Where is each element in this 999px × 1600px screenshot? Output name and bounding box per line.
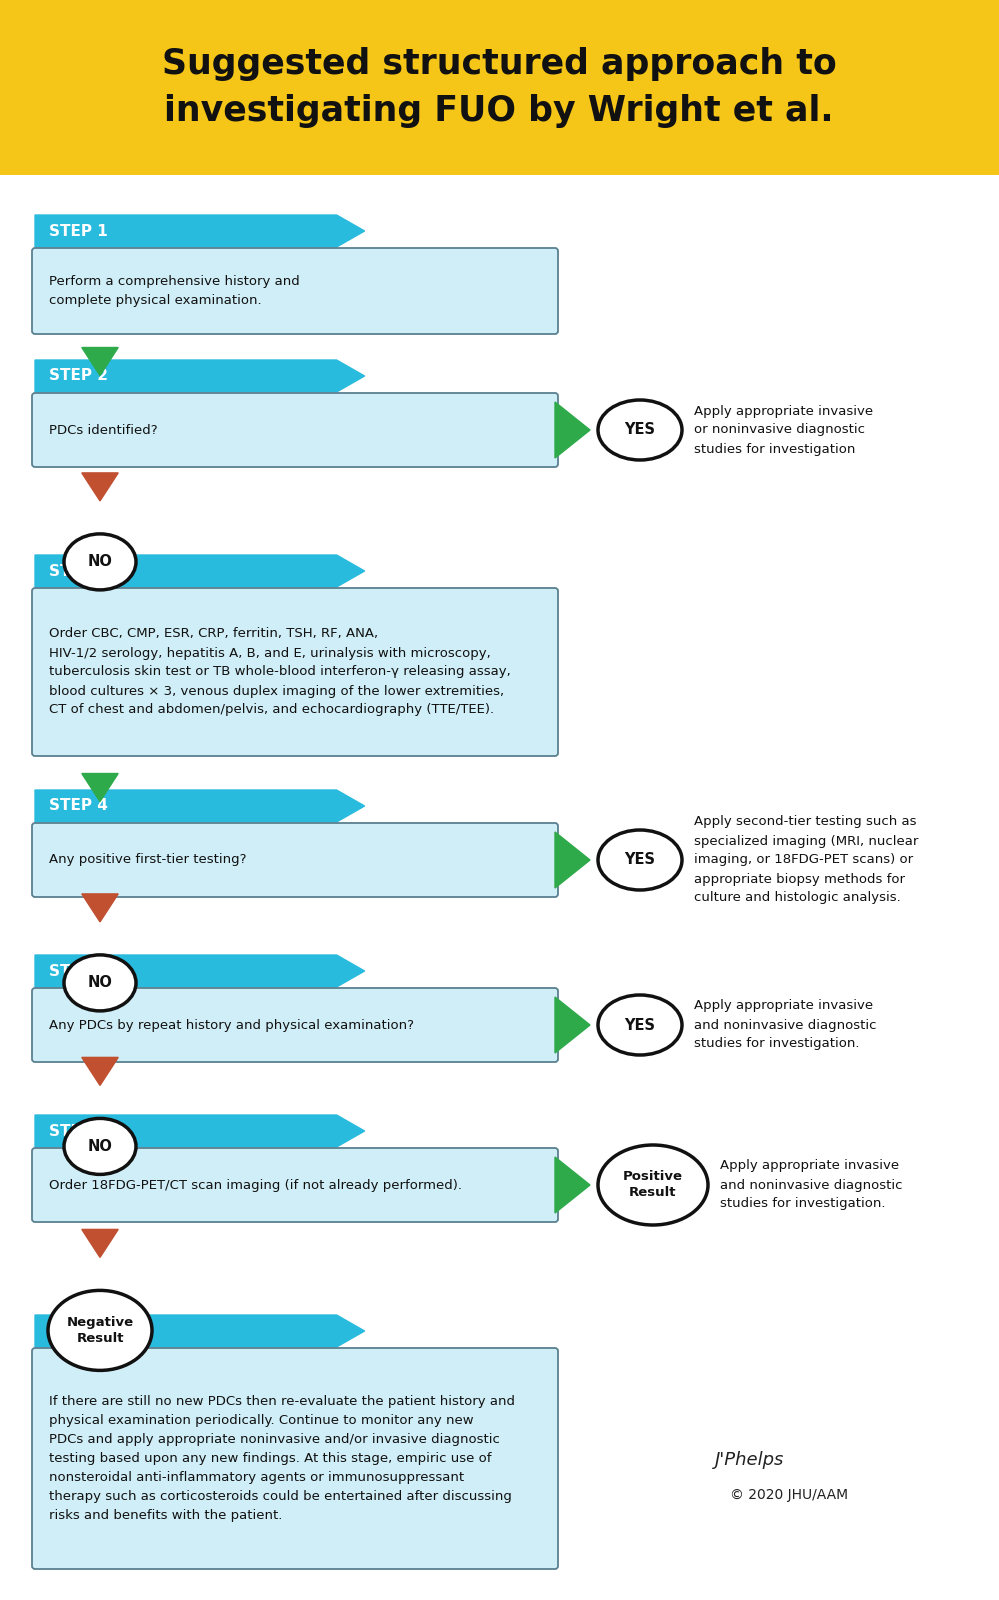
Text: STEP 3: STEP 3 (49, 563, 108, 579)
Bar (0, 0, 999, 174)
Polygon shape (35, 214, 365, 246)
Text: STEP 2: STEP 2 (49, 368, 108, 384)
Polygon shape (35, 555, 365, 587)
Polygon shape (82, 1229, 118, 1258)
Polygon shape (35, 360, 365, 392)
Text: © 2020 JHU/AAM: © 2020 JHU/AAM (730, 1488, 848, 1502)
FancyBboxPatch shape (32, 587, 558, 757)
Ellipse shape (598, 1146, 708, 1226)
Ellipse shape (64, 1118, 136, 1174)
Text: Negative
Result: Negative Result (67, 1315, 134, 1346)
Polygon shape (555, 832, 590, 888)
Ellipse shape (598, 995, 682, 1054)
Polygon shape (82, 347, 118, 376)
Text: If there are still no new PDCs then re-evaluate the patient history and
physical: If there are still no new PDCs then re-e… (49, 1395, 515, 1522)
Ellipse shape (48, 1290, 152, 1370)
Polygon shape (82, 474, 118, 501)
Text: Any positive first-tier testing?: Any positive first-tier testing? (49, 853, 247, 867)
Ellipse shape (598, 830, 682, 890)
Text: Any PDCs by repeat history and physical examination?: Any PDCs by repeat history and physical … (49, 1019, 414, 1032)
Ellipse shape (64, 955, 136, 1011)
Polygon shape (35, 1115, 365, 1147)
Text: Order CBC, CMP, ESR, CRP, ferritin, TSH, RF, ANA,
HIV-1/2 serology, hepatitis A,: Order CBC, CMP, ESR, CRP, ferritin, TSH,… (49, 627, 510, 717)
Polygon shape (555, 402, 590, 458)
FancyBboxPatch shape (32, 248, 558, 334)
Ellipse shape (598, 400, 682, 461)
Text: Suggested structured approach to
investigating FUO by Wright et al.: Suggested structured approach to investi… (162, 46, 836, 128)
Text: STEP 4: STEP 4 (49, 798, 108, 813)
Text: YES: YES (624, 1018, 655, 1032)
Text: Apply appropriate invasive
and noninvasive diagnostic
studies for investigation.: Apply appropriate invasive and noninvasi… (694, 1000, 876, 1051)
Polygon shape (82, 773, 118, 802)
Text: Apply appropriate invasive
or noninvasive diagnostic
studies for investigation: Apply appropriate invasive or noninvasiv… (694, 405, 873, 456)
Polygon shape (35, 955, 365, 987)
Polygon shape (82, 894, 118, 922)
Text: STEP 1: STEP 1 (49, 224, 108, 238)
Text: YES: YES (624, 853, 655, 867)
Text: NO: NO (88, 555, 113, 570)
Text: STEP 5: STEP 5 (49, 963, 108, 979)
FancyBboxPatch shape (32, 987, 558, 1062)
Polygon shape (555, 1157, 590, 1213)
Polygon shape (35, 1315, 365, 1347)
Text: PDCs identified?: PDCs identified? (49, 424, 158, 437)
Text: NO: NO (88, 1139, 113, 1154)
Text: Positive
Result: Positive Result (623, 1171, 683, 1200)
Text: STEP 7: STEP 7 (49, 1323, 108, 1339)
Text: Perform a comprehensive history and
complete physical examination.: Perform a comprehensive history and comp… (49, 275, 300, 307)
Polygon shape (35, 790, 365, 822)
Text: YES: YES (624, 422, 655, 437)
FancyBboxPatch shape (32, 1149, 558, 1222)
Text: Apply second-tier testing such as
specialized imaging (MRI, nuclear
imaging, or : Apply second-tier testing such as specia… (694, 816, 918, 904)
Ellipse shape (64, 534, 136, 590)
Text: Order 18FDG-PET/CT scan imaging (if not already performed).: Order 18FDG-PET/CT scan imaging (if not … (49, 1179, 462, 1192)
Text: Apply appropriate invasive
and noninvasive diagnostic
studies for investigation.: Apply appropriate invasive and noninvasi… (720, 1160, 902, 1211)
Polygon shape (82, 1058, 118, 1085)
FancyBboxPatch shape (32, 1347, 558, 1570)
FancyBboxPatch shape (32, 394, 558, 467)
Text: NO: NO (88, 976, 113, 990)
Polygon shape (555, 997, 590, 1053)
Text: STEP 6: STEP 6 (49, 1123, 108, 1139)
FancyBboxPatch shape (32, 822, 558, 898)
Text: J'Phelps: J'Phelps (715, 1451, 784, 1469)
